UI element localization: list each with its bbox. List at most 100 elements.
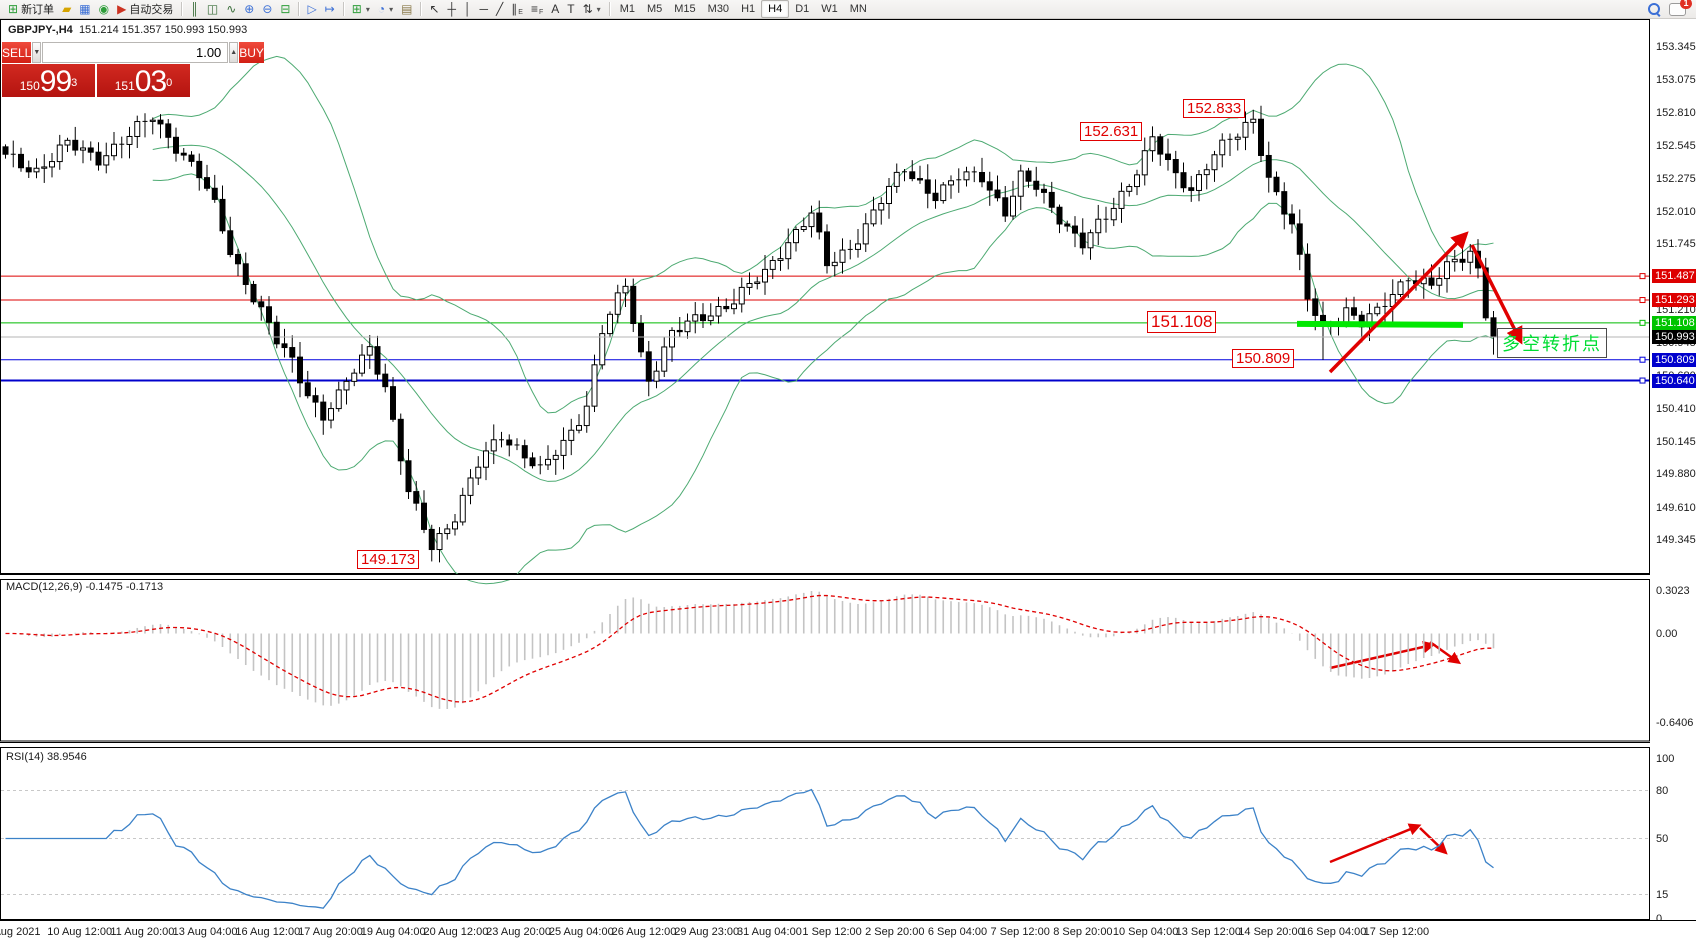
price-object-label-152.833[interactable]: 152.833 bbox=[1183, 99, 1246, 119]
cursor-button[interactable]: ↖ bbox=[425, 1, 443, 18]
chat-icon[interactable]: 1 bbox=[1669, 0, 1692, 16]
signal-icon: ◉ bbox=[98, 2, 110, 16]
rsi-line bbox=[5, 788, 1494, 909]
chart-title-ohlc: GBPJPY-,H4 151.214 151.357 150.993 150.9… bbox=[8, 24, 247, 36]
market-watch-button[interactable]: ▦ bbox=[75, 1, 94, 18]
fibonacci-button[interactable]: ≡ F bbox=[527, 1, 547, 18]
zoom-in-button[interactable]: ⊕ bbox=[240, 1, 258, 18]
timeframe-m5-button[interactable]: M5 bbox=[646, 3, 663, 15]
timeframe-m15-button[interactable]: M15 bbox=[674, 3, 696, 15]
volume-input[interactable] bbox=[42, 42, 229, 63]
macd-rsi-divider[interactable] bbox=[0, 742, 1650, 748]
sell-button[interactable]: SELL bbox=[2, 42, 32, 63]
timeframe-w1-button[interactable]: W1 bbox=[821, 3, 838, 15]
sell-price-box[interactable]: 150 99 3 bbox=[2, 64, 95, 97]
cursor-icon: ↖ bbox=[429, 2, 440, 16]
support-trendline[interactable] bbox=[1296, 320, 1464, 328]
sell-price-point: 3 bbox=[71, 77, 78, 89]
toolbar-right: 1 bbox=[1648, 0, 1696, 16]
rsi-label: RSI(14) 38.9546 bbox=[6, 751, 87, 763]
gold-ingots-button[interactable]: ▰ bbox=[58, 1, 75, 18]
trendline-button[interactable]: ╱ bbox=[492, 1, 507, 18]
signals-button[interactable]: ◉ bbox=[95, 1, 113, 18]
price-object-label-151.108[interactable]: 151.108 bbox=[1147, 311, 1217, 333]
price-tick-100: 100 bbox=[1656, 752, 1675, 765]
autotrade-button[interactable]: ▶ 自动交易 bbox=[113, 1, 177, 18]
timeframe-h1-button[interactable]: H1 bbox=[741, 3, 756, 15]
bar-chart-button[interactable]: ║ bbox=[186, 1, 203, 18]
symbol-period-label: GBPJPY-,H4 bbox=[8, 24, 73, 36]
chart-shift-button[interactable]: ↦ bbox=[321, 1, 339, 18]
macd-trend-arrow-2[interactable] bbox=[1429, 640, 1462, 665]
crosshair-button[interactable]: ┼ bbox=[444, 1, 461, 18]
arrows-button[interactable]: ⇅ ▾ bbox=[579, 1, 605, 18]
main-toolbar: ⊞ 新订单 ▰ ▦ ◉ ▶ 自动交易 ║ ◫ ∿ ⊕ ⊖ ⊟ ▷ ↦ ⊞ ▾ ◔ ▾ ▤ ↖ ┼ │ ─ ╱ ∥ E ≡ F A T ⇅ ▾ M1… bbox=[0, 0, 1696, 19]
buy-price-box[interactable]: 151 03 0 bbox=[97, 64, 190, 97]
line-chart-button[interactable]: ∿ bbox=[222, 1, 240, 18]
buy-button[interactable]: BUY bbox=[239, 42, 264, 63]
price-object-label-150.809[interactable]: 150.809 bbox=[1232, 349, 1295, 369]
price-trend-arrow-1[interactable] bbox=[1328, 231, 1469, 374]
time-label-12: 31 Aug 04:00 bbox=[736, 926, 802, 938]
bollinger-upper-band[interactable] bbox=[152, 55, 1494, 414]
time-label-11: 29 Aug 23:00 bbox=[674, 926, 740, 938]
rsi-trend-arrow-2[interactable] bbox=[1419, 827, 1448, 855]
text-label-button[interactable]: T bbox=[563, 1, 578, 18]
time-label-20: 14 Sep 20:00 bbox=[1238, 926, 1304, 938]
zoom-out-button[interactable]: ⊖ bbox=[258, 1, 276, 18]
horizontal-line-button[interactable]: ─ bbox=[476, 1, 493, 18]
equidistant-channel-button[interactable]: ∥ E bbox=[507, 1, 527, 18]
channel-icon: ∥ bbox=[511, 2, 518, 16]
annotation-turning-point[interactable]: 多空转折点 bbox=[1497, 328, 1607, 358]
toolbar-separator bbox=[298, 2, 300, 16]
price-scale[interactable]: 153.345 153.075 152.810 152.545 152.275 152.0… bbox=[1650, 19, 1696, 925]
price-object-label-152.631[interactable]: 152.631 bbox=[1080, 122, 1143, 142]
bollinger-lower-band[interactable] bbox=[152, 173, 1494, 585]
time-label-15: 6 Sep 04:00 bbox=[927, 926, 988, 938]
time-label-21: 16 Sep 04:00 bbox=[1300, 926, 1367, 938]
templates-button[interactable]: ▤ bbox=[397, 1, 416, 18]
search-icon[interactable] bbox=[1648, 2, 1661, 16]
add-indicator-button[interactable]: ⊞ ▾ bbox=[348, 1, 374, 18]
macd-histogram bbox=[12, 590, 1495, 710]
timeframe-h4-button[interactable]: H4 bbox=[761, 0, 790, 18]
time-label-13: 1 Sep 12:00 bbox=[802, 926, 862, 938]
periods-button[interactable]: ◔ ▾ bbox=[374, 1, 397, 18]
price-tick-152.810: 152.810 bbox=[1656, 106, 1696, 119]
toolbar-separator bbox=[181, 2, 183, 16]
channel-icon-sub: E bbox=[518, 8, 523, 16]
vertical-line-button[interactable]: │ bbox=[460, 1, 476, 18]
price-tick-152.275: 152.275 bbox=[1656, 172, 1696, 185]
timeframe-m30-button[interactable]: M30 bbox=[707, 3, 730, 15]
crosshair-icon: ┼ bbox=[447, 2, 457, 16]
candlestick-icon: ◫ bbox=[206, 2, 219, 16]
line-chart-icon: ∿ bbox=[226, 2, 237, 16]
timeframe-mn-button[interactable]: MN bbox=[849, 3, 867, 15]
price-trend-arrow-2[interactable] bbox=[1470, 244, 1523, 345]
hline-anchor-151.293 bbox=[1639, 297, 1646, 304]
price-tick-150.410: 150.410 bbox=[1656, 402, 1696, 415]
price-object-label-149.173[interactable]: 149.173 bbox=[357, 550, 420, 570]
candlestick-chart-button[interactable]: ◫ bbox=[203, 1, 222, 18]
text-button[interactable]: A bbox=[547, 1, 563, 18]
hline-anchor-150.809 bbox=[1639, 356, 1646, 363]
volume-decrease-stepper[interactable]: ▼ bbox=[32, 42, 42, 63]
new-order-button[interactable]: ⊞ 新订单 bbox=[4, 1, 58, 18]
chevron-down-icon: ▾ bbox=[365, 4, 370, 14]
tile-windows-button[interactable]: ⊟ bbox=[276, 1, 294, 18]
chevron-down-icon: ▾ bbox=[389, 4, 394, 14]
main-macd-divider[interactable] bbox=[0, 574, 1650, 580]
chart-window-icon: ▦ bbox=[79, 2, 91, 16]
timeframe-d1-button[interactable]: D1 bbox=[795, 3, 810, 15]
volume-increase-stepper[interactable]: ▲ bbox=[229, 42, 239, 63]
candles bbox=[2, 105, 1497, 563]
price-tick-80: 80 bbox=[1656, 784, 1669, 797]
timeframe-m1-button[interactable]: M1 bbox=[619, 3, 635, 15]
time-label-1: 10 Aug 12:00 bbox=[47, 926, 113, 938]
rsi-trend-arrow-1[interactable] bbox=[1329, 823, 1422, 864]
auto-scroll-button[interactable]: ▷ bbox=[303, 1, 320, 18]
price-tick-0.3023: 0.3023 bbox=[1656, 585, 1690, 598]
